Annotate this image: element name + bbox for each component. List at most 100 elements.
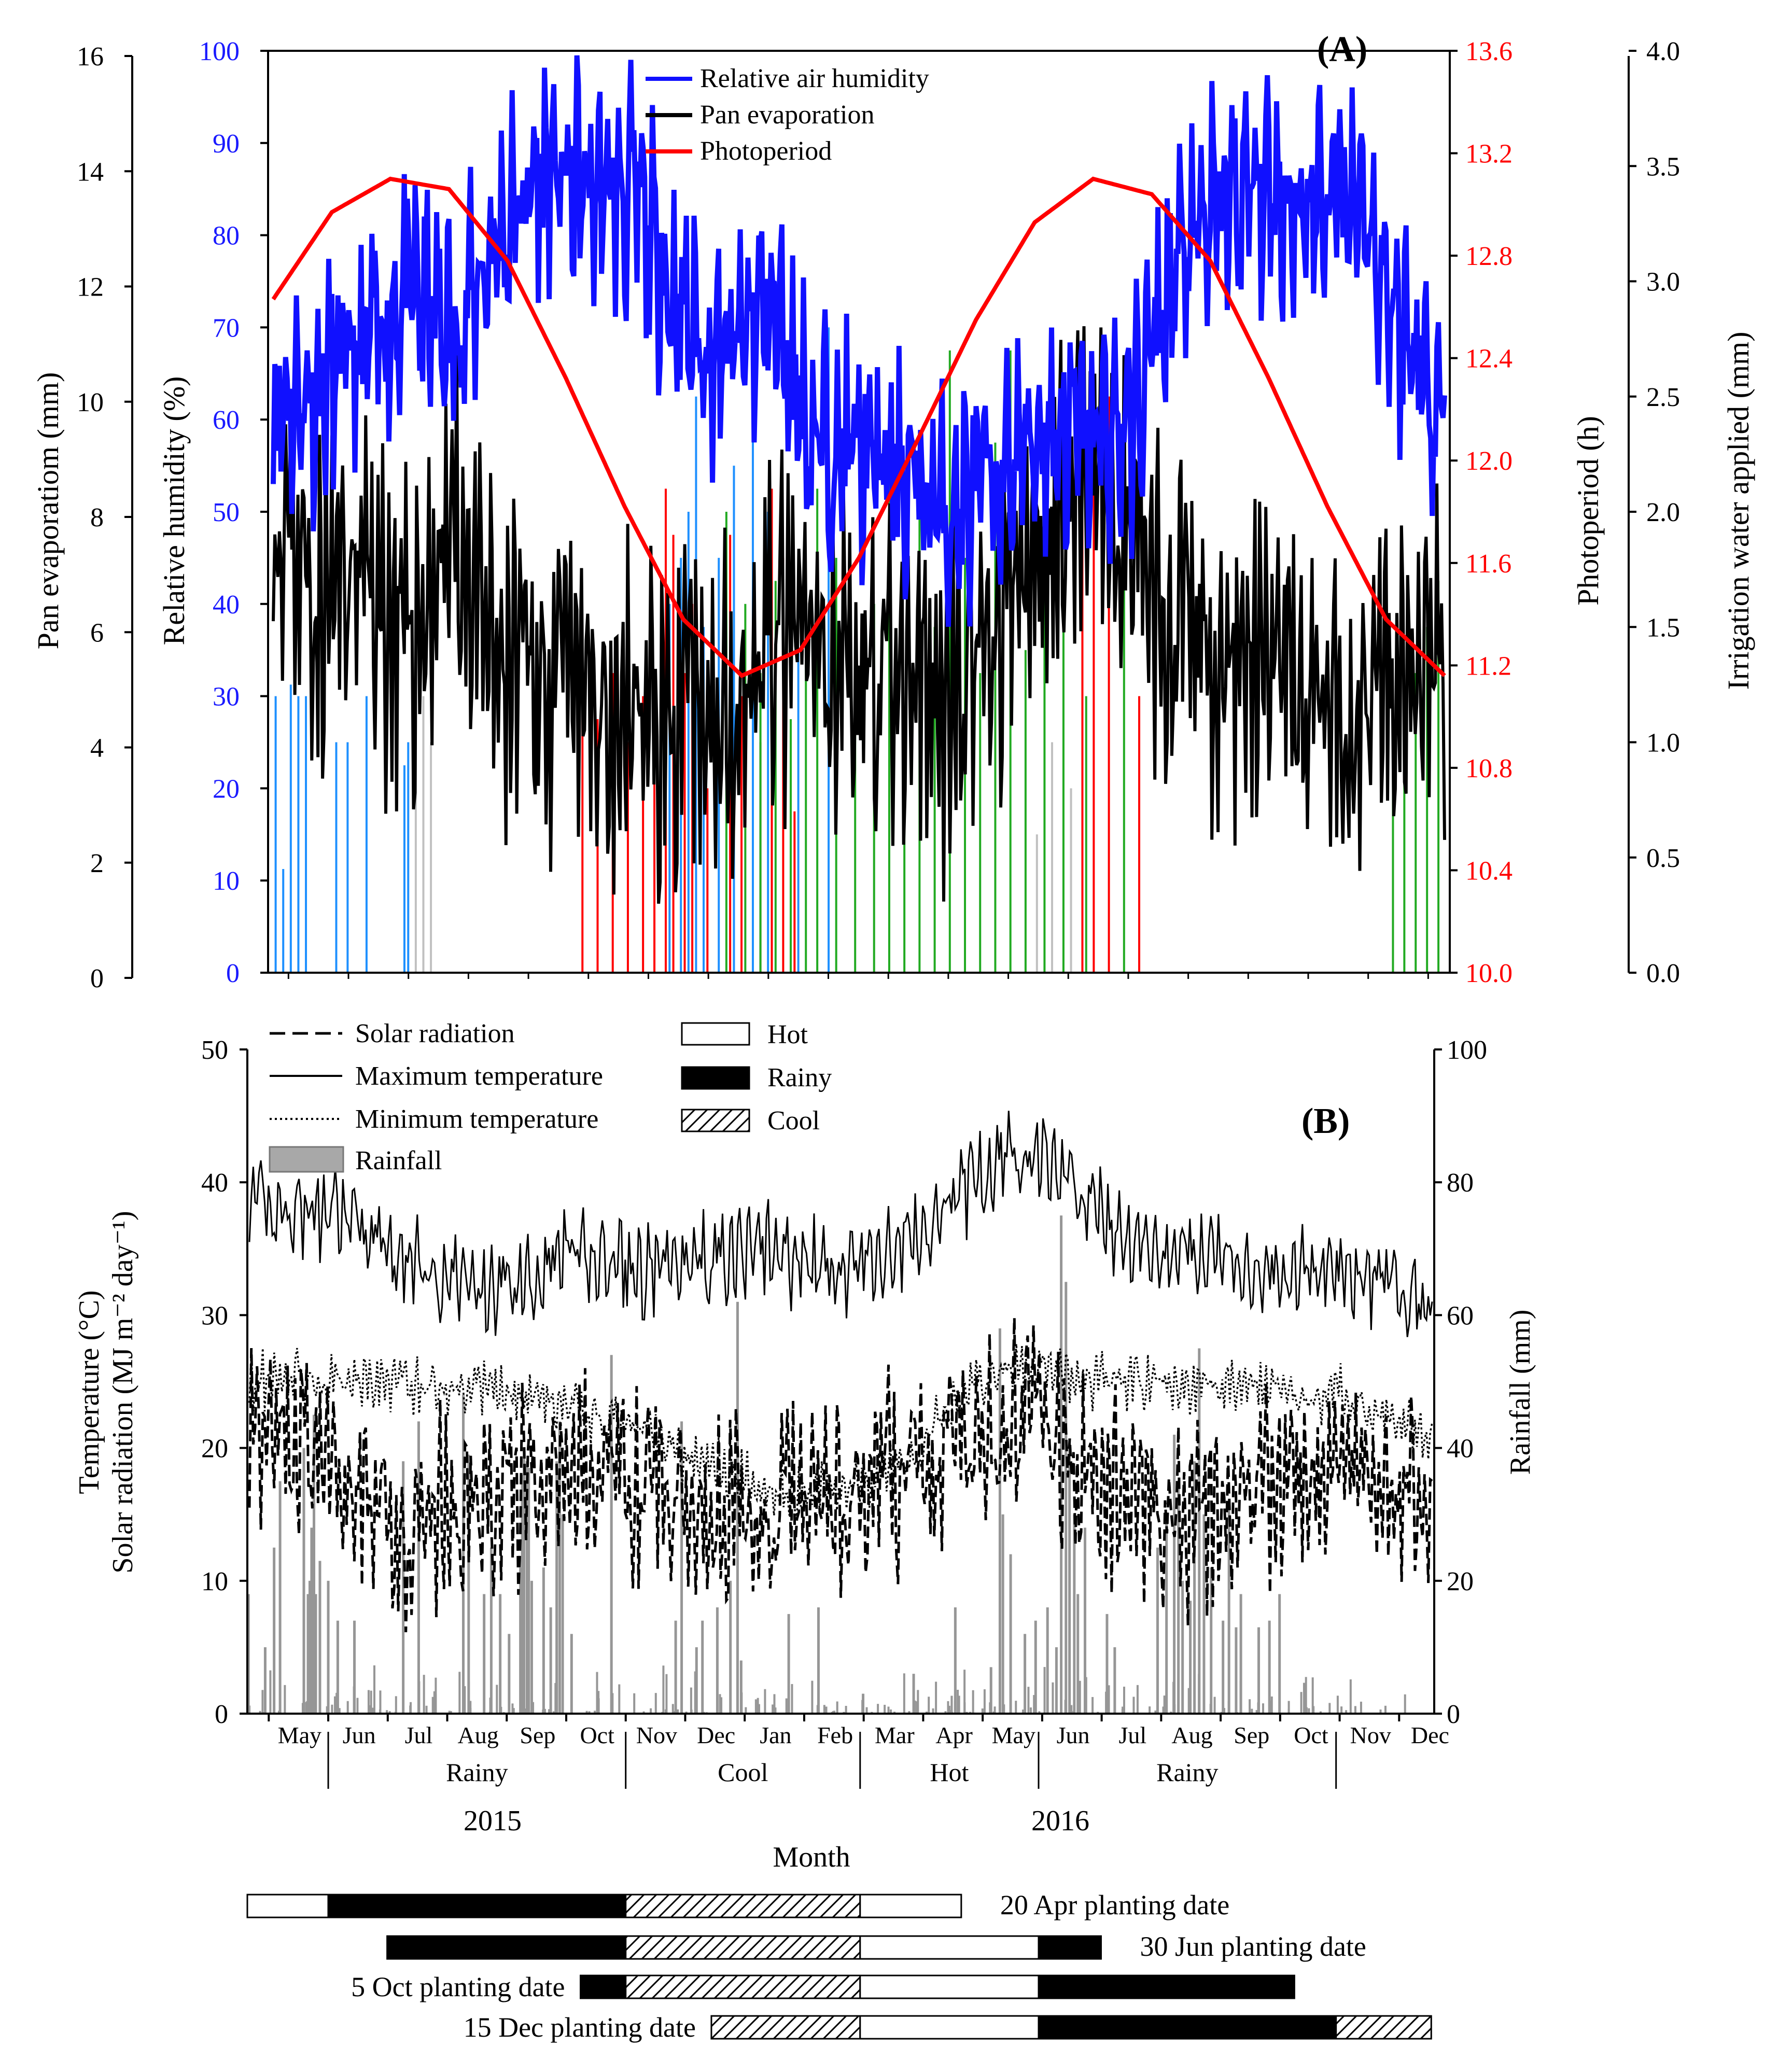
rainfall-bar <box>654 1693 657 1714</box>
rainfall-bar <box>1303 1683 1305 1714</box>
rainfall-bar <box>1108 1685 1110 1714</box>
rainfall-bar <box>757 1698 759 1714</box>
rainfall-bar <box>1379 1709 1382 1714</box>
series-relative-humidity <box>271 55 1447 627</box>
rainfall-bar <box>1287 1708 1290 1714</box>
rh-axis-title: Relative humidity (%) <box>157 376 191 646</box>
rainfall-bar <box>527 1687 530 1714</box>
rainfall-bar <box>947 1701 949 1714</box>
planting-segment-cool <box>625 1935 861 1960</box>
temp-tick-label: 40 <box>201 1168 228 1198</box>
rainfall-bar <box>861 1700 864 1714</box>
temp-tick-label: 50 <box>201 1035 228 1065</box>
rainfall-bar <box>1345 1710 1348 1714</box>
rainfall-bar <box>433 1691 436 1714</box>
rainfall-bar <box>273 1547 276 1714</box>
rainfall-bar <box>386 1710 388 1714</box>
rainfall-bar <box>388 1711 391 1714</box>
rainfall-bar <box>877 1704 879 1714</box>
rainfall-bar <box>1105 1691 1108 1714</box>
rainfall-bar <box>1173 1434 1176 1714</box>
rainfall-bar <box>1404 1694 1406 1714</box>
rainfall-bar <box>694 1671 696 1714</box>
rainfall-bar <box>597 1698 600 1714</box>
rainfall-bar <box>558 1421 561 1714</box>
irr-axis-title: Irrigation water applied (mm) <box>1721 332 1755 690</box>
rainfall-bar <box>1105 1614 1109 1714</box>
rainfall-bar <box>561 1514 564 1714</box>
rainfall-bar <box>327 1580 330 1714</box>
rainfall-bar <box>932 1708 934 1714</box>
planting-segment-rainy <box>1038 2015 1337 2040</box>
rainfall-bars <box>247 1215 1406 1714</box>
rainfall-bar <box>1308 1708 1310 1714</box>
month-label: Apr <box>935 1722 973 1748</box>
rainfall-bar <box>785 1698 788 1714</box>
rainfall-bar <box>1360 1701 1362 1714</box>
month-label: Dec <box>1411 1722 1449 1748</box>
rainfall-bar <box>981 1708 984 1714</box>
planting-segment-cool <box>710 2015 861 2040</box>
month-label: Jul <box>405 1722 433 1748</box>
rainfall-bar <box>791 1684 793 1714</box>
rainfall-bar <box>1269 1700 1271 1714</box>
month-label: May <box>278 1722 321 1748</box>
rainfall-bar <box>1076 1594 1080 1714</box>
pan-tick-label: 10 <box>77 388 104 417</box>
rainfall-bar <box>302 1448 305 1714</box>
rainfall-bar <box>764 1689 766 1714</box>
rainfall-bar <box>816 1705 819 1714</box>
rain-tick-label: 100 <box>1447 1035 1487 1065</box>
rainfall-bar <box>1239 1594 1242 1714</box>
photo-tick-label: 10.0 <box>1465 959 1513 988</box>
pan-tick-label: 8 <box>90 503 104 532</box>
rainfall-bar <box>680 1421 683 1714</box>
legend-cool-label: Cool <box>767 1106 820 1136</box>
rainfall-bar <box>695 1647 698 1714</box>
rainfall-bar <box>739 1660 743 1714</box>
rainfall-bar <box>548 1709 551 1714</box>
temp-tick-label: 20 <box>201 1434 228 1464</box>
rainfall-bar <box>259 1711 261 1714</box>
season-label: Cool <box>718 1758 768 1787</box>
rainfall-bar <box>836 1701 838 1714</box>
month-label: Jun <box>1057 1722 1090 1748</box>
irr-tick-label: 2.5 <box>1646 383 1680 412</box>
rainfall-bar <box>787 1614 790 1714</box>
rainfall-bar <box>1001 1514 1004 1714</box>
pan-tick-label: 4 <box>90 734 104 763</box>
planting-label: 30 Jun planting date <box>1140 1931 1366 1962</box>
rainfall-bar <box>1052 1682 1054 1714</box>
rainfall-bar <box>944 1711 947 1714</box>
rainfall-bar <box>1024 1634 1027 1714</box>
pan-tick-label: 6 <box>90 618 104 648</box>
month-label: Aug <box>458 1722 499 1748</box>
rainfall-bar <box>585 1711 588 1714</box>
rainfall-bar <box>1227 1501 1230 1714</box>
series-pan-evaporation <box>272 326 1446 904</box>
rainfall-bar <box>594 1711 596 1714</box>
rainfall-bar <box>642 1711 645 1714</box>
rainfall-bar <box>530 1711 533 1714</box>
rainfall-bar <box>1034 1620 1037 1714</box>
rh-tick-label: 50 <box>213 498 240 527</box>
month-label: Aug <box>1171 1722 1212 1748</box>
rainfall-bar <box>409 1705 412 1714</box>
rainfall-bar <box>917 1690 919 1714</box>
rainfall-bar <box>811 1680 814 1714</box>
pan-tick-label: 16 <box>77 42 104 72</box>
rainfall-bar <box>916 1701 918 1714</box>
rainfall-bar <box>301 1703 304 1714</box>
rh-tick-label: 80 <box>213 221 240 251</box>
rainfall-bar <box>903 1673 905 1714</box>
rainfall-bar <box>425 1705 428 1714</box>
month-label: Jun <box>343 1722 376 1748</box>
rainfall-bar <box>1083 1528 1086 1714</box>
rainfall-bar <box>1149 1706 1151 1714</box>
rh-tick-label: 70 <box>213 313 240 343</box>
rainfall-bar <box>269 1670 272 1714</box>
rainfall-bar <box>511 1703 514 1714</box>
rainfall-bar <box>673 1711 675 1714</box>
rainfall-bar <box>1270 1696 1273 1714</box>
rainfall-bar <box>884 1704 886 1714</box>
